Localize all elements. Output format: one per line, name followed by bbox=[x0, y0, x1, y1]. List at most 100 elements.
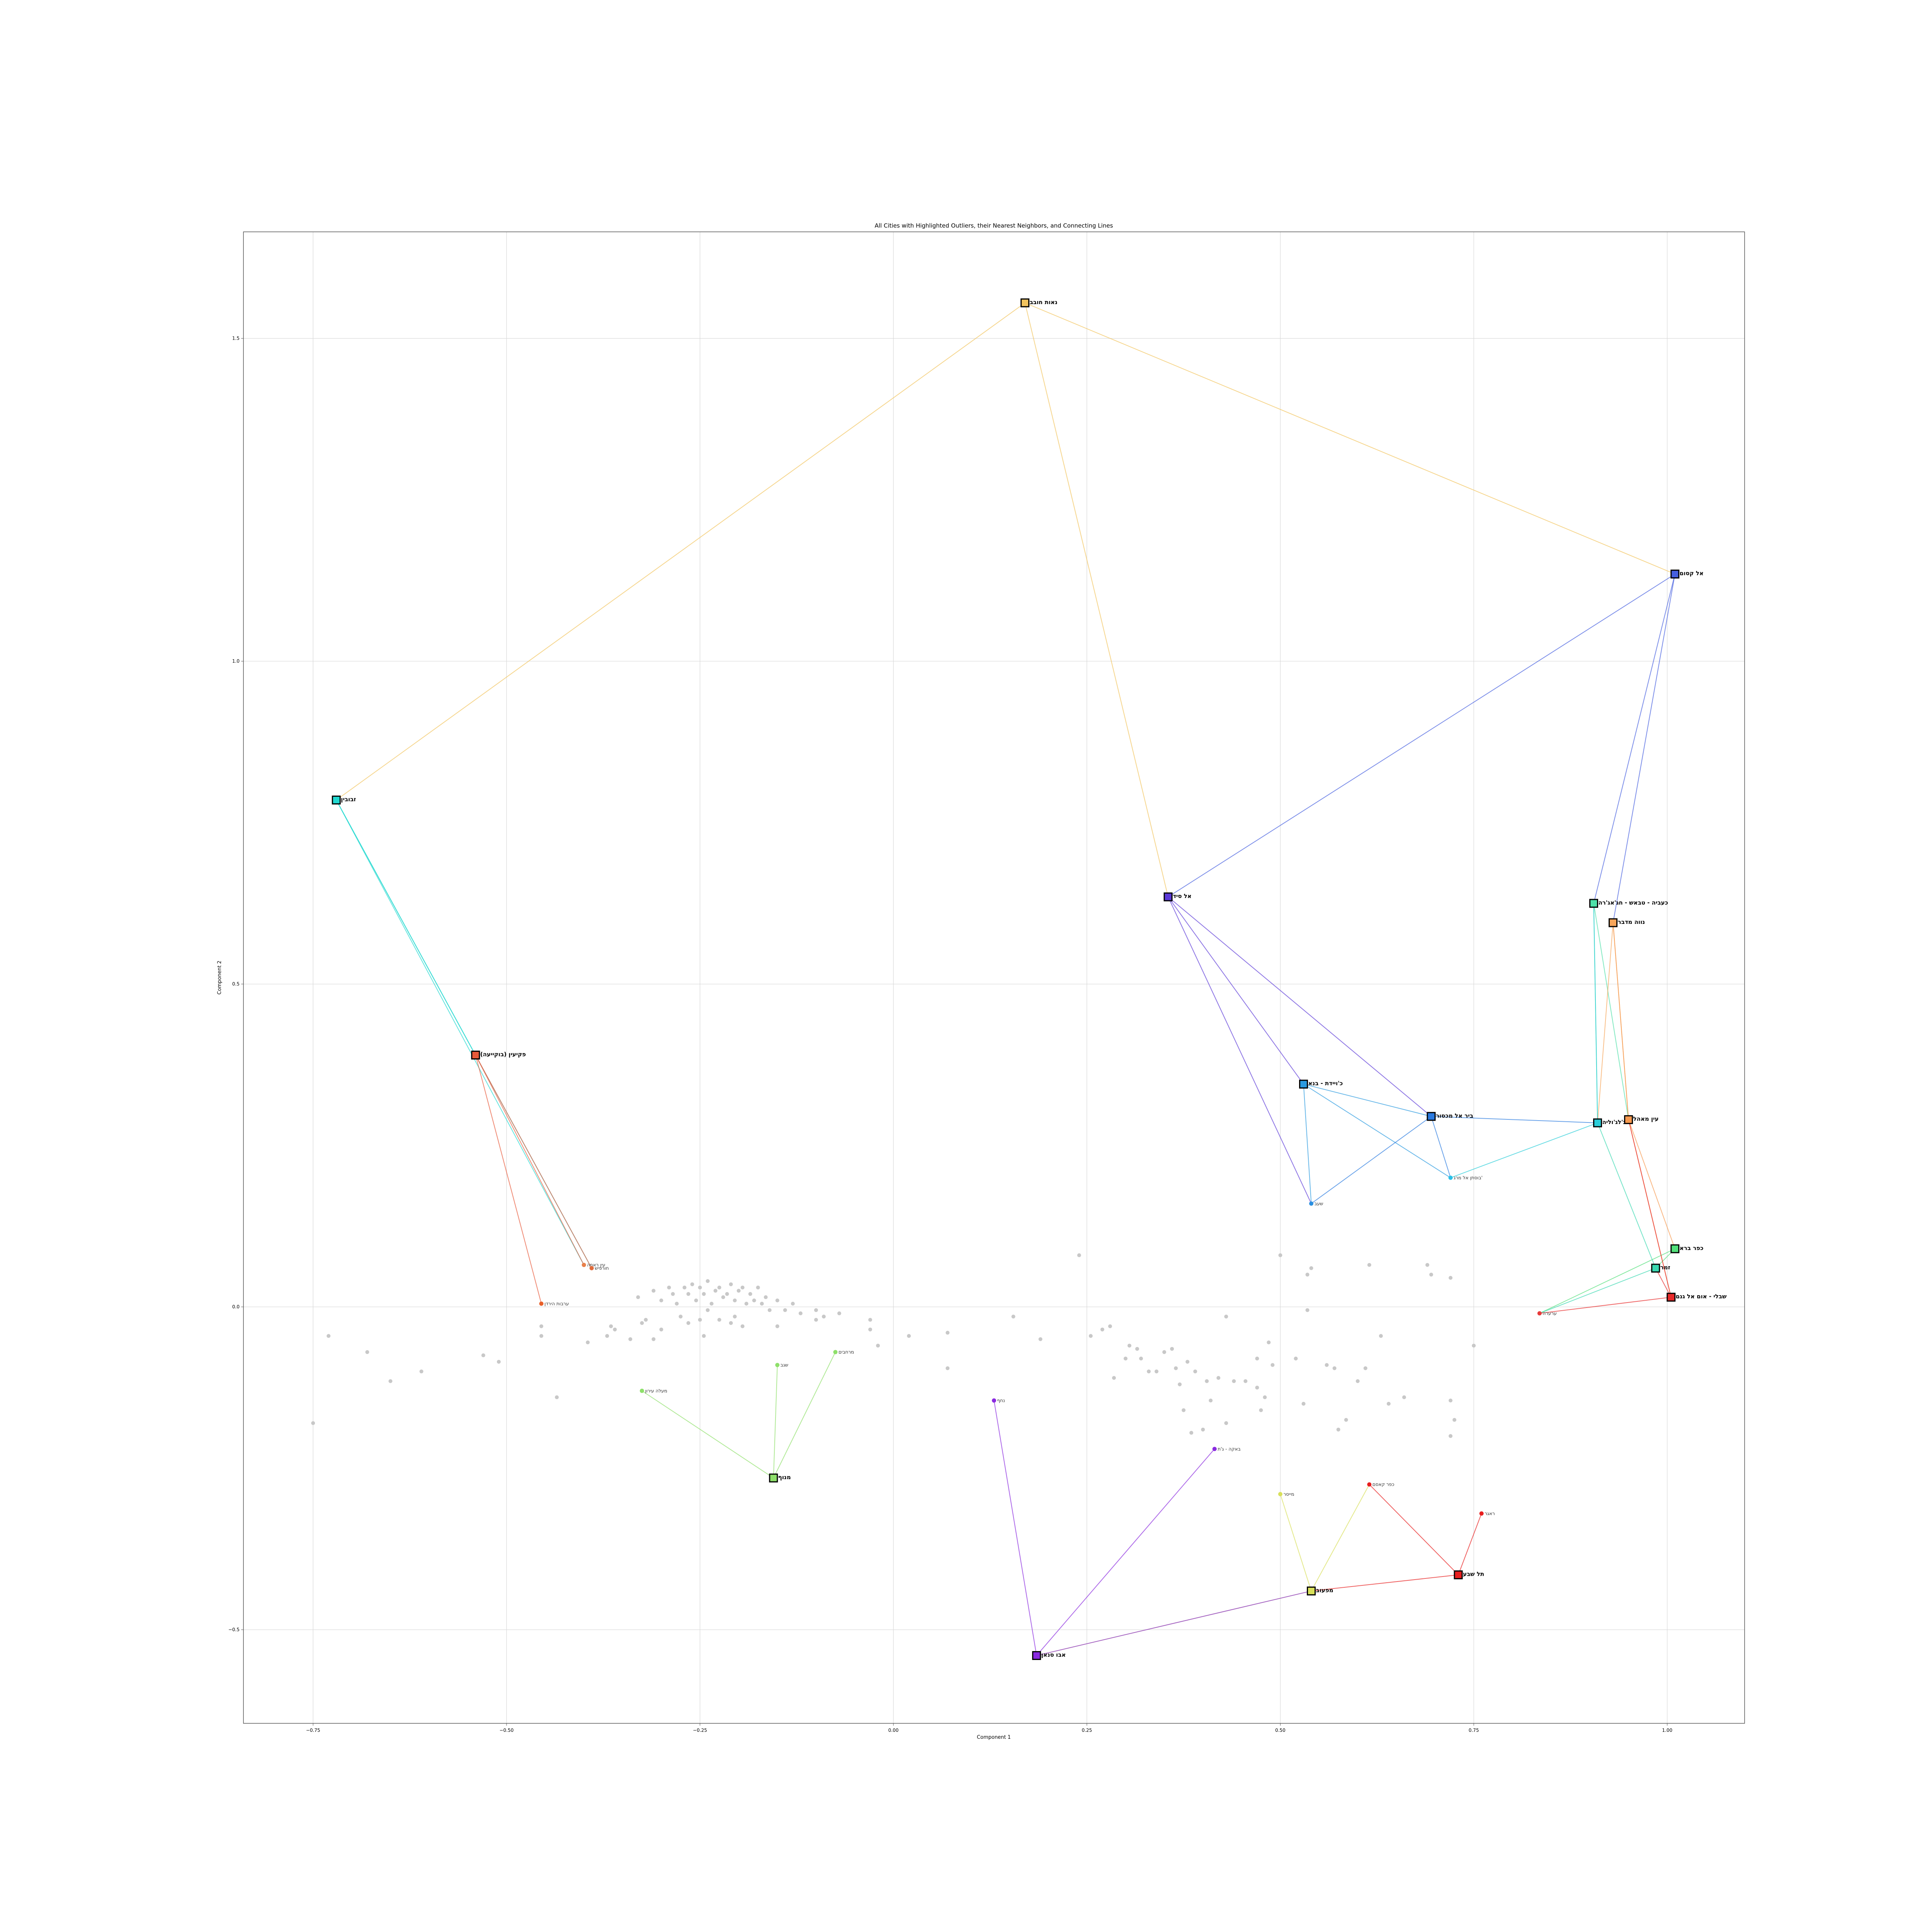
neighbor-point bbox=[1479, 1511, 1484, 1516]
background-point bbox=[775, 1324, 779, 1328]
background-point bbox=[1263, 1395, 1267, 1400]
neighbor-point bbox=[1448, 1175, 1453, 1180]
background-point bbox=[1429, 1272, 1433, 1277]
outlier-label: נאות חובב bbox=[1030, 299, 1058, 306]
y-tick-label: 0.5 bbox=[232, 981, 240, 987]
background-point bbox=[717, 1318, 721, 1322]
background-point bbox=[1278, 1253, 1282, 1257]
background-point bbox=[419, 1369, 423, 1374]
background-point bbox=[1325, 1363, 1329, 1367]
background-point bbox=[1294, 1356, 1298, 1361]
background-point bbox=[1449, 1434, 1453, 1438]
connecting-line bbox=[1612, 922, 1629, 1120]
background-point bbox=[702, 1292, 706, 1296]
neighbor-label: שעב bbox=[1315, 1201, 1323, 1206]
outlier-marker bbox=[769, 1473, 778, 1483]
x-tick-label: 0.25 bbox=[1082, 1728, 1092, 1733]
axis-ticks: −0.75 −0.50 −0.25 0.00 0.25 0.50 0.75 1.00 −0.5 0… bbox=[228, 336, 1672, 1733]
connecting-line bbox=[475, 1055, 542, 1304]
background-point bbox=[733, 1315, 737, 1319]
connecting-line bbox=[1628, 1119, 1672, 1298]
connecting-line bbox=[1612, 574, 1675, 923]
background-point bbox=[946, 1366, 950, 1370]
background-point bbox=[821, 1315, 826, 1319]
background-point bbox=[659, 1327, 663, 1332]
connecting-line bbox=[1458, 1513, 1482, 1575]
outlier-label: זבובין bbox=[341, 796, 356, 803]
outlier-marker bbox=[1307, 1586, 1316, 1595]
background-point bbox=[1108, 1324, 1112, 1328]
neighbor-label: ערערה bbox=[1543, 1311, 1556, 1316]
background-point bbox=[644, 1318, 648, 1322]
outlier-marker bbox=[1609, 918, 1618, 927]
outlier-label: כ'ויידת - בנא bbox=[1308, 1080, 1343, 1087]
outlier-label: ג'לג'וליה bbox=[1602, 1119, 1626, 1126]
background-point bbox=[1367, 1263, 1371, 1267]
background-point bbox=[311, 1421, 315, 1425]
background-point bbox=[1309, 1266, 1313, 1270]
outlier-marker bbox=[1624, 1115, 1633, 1124]
connecting-line bbox=[773, 1352, 836, 1478]
background-point bbox=[764, 1295, 768, 1299]
background-point bbox=[1270, 1363, 1275, 1367]
plot-frame bbox=[243, 231, 1745, 1724]
neighbor-point bbox=[589, 1266, 594, 1270]
background-point bbox=[1178, 1382, 1182, 1386]
outlier-marker bbox=[1670, 570, 1680, 579]
background-point bbox=[1267, 1340, 1271, 1345]
background-point bbox=[868, 1327, 872, 1332]
background-point bbox=[628, 1337, 633, 1341]
background-point bbox=[1123, 1356, 1128, 1361]
background-point bbox=[1402, 1395, 1406, 1400]
connecting-line bbox=[1539, 1268, 1656, 1314]
background-point bbox=[837, 1311, 841, 1315]
background-point bbox=[1355, 1379, 1360, 1383]
background-point bbox=[1449, 1398, 1453, 1403]
background-point bbox=[686, 1321, 690, 1325]
neighbor-point bbox=[639, 1388, 644, 1393]
background-point bbox=[1216, 1376, 1221, 1380]
connecting-line bbox=[475, 1055, 585, 1265]
neighbor-label: ערבות הירדן bbox=[544, 1301, 569, 1306]
x-tick-label: 0.75 bbox=[1469, 1728, 1479, 1733]
neighbor-label: מעלה עירון bbox=[645, 1388, 667, 1393]
connecting-line bbox=[1539, 1297, 1671, 1314]
neighbor-label: כפר קאסם bbox=[1372, 1482, 1395, 1487]
connecting-line bbox=[1024, 303, 1169, 897]
background-point bbox=[698, 1286, 702, 1290]
connecting-line bbox=[1369, 1484, 1459, 1575]
connecting-line bbox=[1655, 1268, 1672, 1298]
background-point bbox=[1255, 1356, 1259, 1361]
background-point bbox=[1185, 1360, 1190, 1364]
connecting-line bbox=[336, 799, 476, 1055]
background-point bbox=[698, 1318, 702, 1322]
background-point bbox=[497, 1360, 501, 1364]
y-tick-label: 1.5 bbox=[232, 336, 240, 341]
neighbor-label: שגב bbox=[781, 1362, 788, 1368]
neighbor-label: באקה - ג'ת bbox=[1218, 1446, 1240, 1452]
chart-title: All Cities with Highlighted Outliers, th… bbox=[875, 222, 1113, 229]
x-tick-label: 0.50 bbox=[1275, 1728, 1286, 1733]
background-point bbox=[675, 1301, 679, 1306]
x-tick-label: 0.00 bbox=[888, 1728, 899, 1733]
background-point bbox=[605, 1334, 609, 1338]
background-point bbox=[539, 1324, 543, 1328]
connecting-line bbox=[336, 302, 1026, 801]
neighbor-point bbox=[775, 1363, 780, 1367]
connecting-line bbox=[1311, 1574, 1459, 1592]
background-point bbox=[1189, 1431, 1194, 1435]
neighbor-label: בוסתן אל מרג' bbox=[1454, 1175, 1483, 1180]
connecting-line bbox=[1303, 1084, 1312, 1204]
neighbor-point bbox=[539, 1301, 544, 1306]
connecting-line bbox=[1025, 302, 1675, 575]
background-point bbox=[1201, 1427, 1205, 1432]
background-point bbox=[1305, 1272, 1310, 1277]
background-point bbox=[365, 1350, 369, 1354]
connecting-line bbox=[1450, 1122, 1598, 1178]
background-point bbox=[1162, 1350, 1167, 1354]
background-point bbox=[798, 1311, 803, 1315]
x-tick-label: −0.75 bbox=[306, 1728, 320, 1733]
outlier-marker bbox=[1593, 1118, 1602, 1128]
x-tick-label: −0.25 bbox=[693, 1728, 707, 1733]
